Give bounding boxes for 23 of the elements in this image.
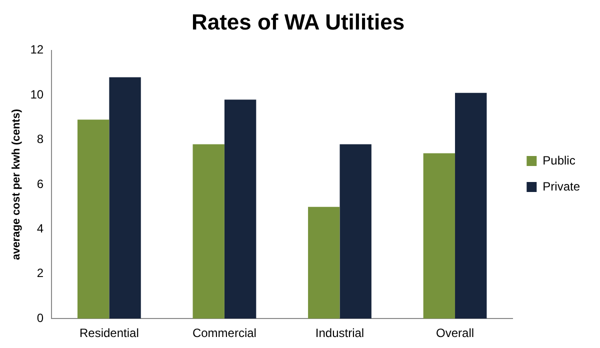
y-tick-label: 2 xyxy=(36,266,44,280)
bar xyxy=(455,92,487,319)
y-tick-label: 6 xyxy=(36,176,44,191)
legend-label: Private xyxy=(542,179,580,194)
x-tick-label: Industrial xyxy=(315,326,364,340)
y-tick-label: 12 xyxy=(30,42,44,57)
y-tick-label: 8 xyxy=(36,132,44,146)
x-tick-label: Overall xyxy=(436,326,474,340)
y-axis-title: average cost per kwh (cents) xyxy=(10,108,23,260)
bar xyxy=(224,100,256,319)
bar xyxy=(340,144,372,319)
legend-label: Public xyxy=(542,153,576,168)
x-tick-label: Residential xyxy=(80,326,139,340)
y-tick-label: 0 xyxy=(36,310,44,325)
bar xyxy=(77,120,110,319)
bar xyxy=(423,153,456,319)
bar xyxy=(192,144,224,319)
x-tick-label: Commercial xyxy=(192,326,256,340)
y-tick-label: 10 xyxy=(30,87,44,102)
y-tick-label: 4 xyxy=(36,222,44,236)
chart-title: Rates of WA Utilities xyxy=(191,9,405,34)
bar xyxy=(308,206,340,319)
bar xyxy=(109,77,141,319)
